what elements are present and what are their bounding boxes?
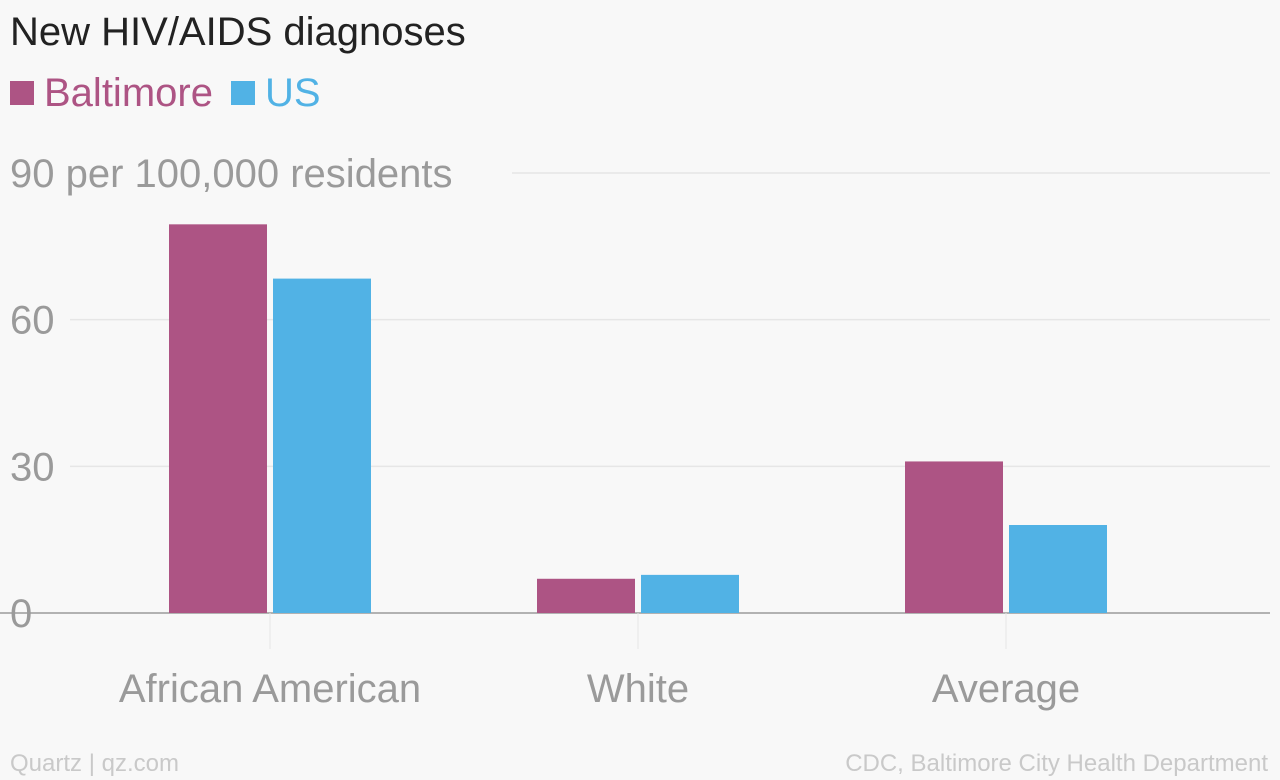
bar-baltimore-african-american xyxy=(169,224,267,614)
x-tick-label-average: Average xyxy=(932,667,1080,711)
y-tick-label-0: 0 xyxy=(10,592,32,636)
legend-swatch-baltimore xyxy=(10,81,34,105)
x-tick-label-african-american: African American xyxy=(119,667,421,711)
footer-credit: Quartz | qz.com xyxy=(10,750,179,777)
bar-us-average xyxy=(1009,525,1107,613)
legend-item-us: US xyxy=(230,70,321,116)
bar-us-african-american xyxy=(273,278,371,613)
bar-us-white xyxy=(641,574,739,613)
chart-legend: Baltimore US xyxy=(10,70,339,116)
chart-title: New HIV/AIDS diagnoses xyxy=(10,10,466,54)
footer-source: CDC, Baltimore City Health Department xyxy=(845,750,1268,777)
bar-baltimore-average xyxy=(905,461,1003,613)
y-tick-label-60: 60 xyxy=(10,299,55,343)
x-tick-label-white: White xyxy=(587,667,689,711)
y-tick-label-30: 30 xyxy=(10,445,55,489)
y-tick-label-90: 90 per 100,000 residents xyxy=(10,152,453,196)
bar-baltimore-white xyxy=(537,578,635,613)
legend-item-baltimore: Baltimore xyxy=(10,70,213,116)
legend-label-baltimore: Baltimore xyxy=(44,71,213,115)
legend-swatch-us xyxy=(230,81,255,105)
legend-label-us: US xyxy=(264,71,321,115)
